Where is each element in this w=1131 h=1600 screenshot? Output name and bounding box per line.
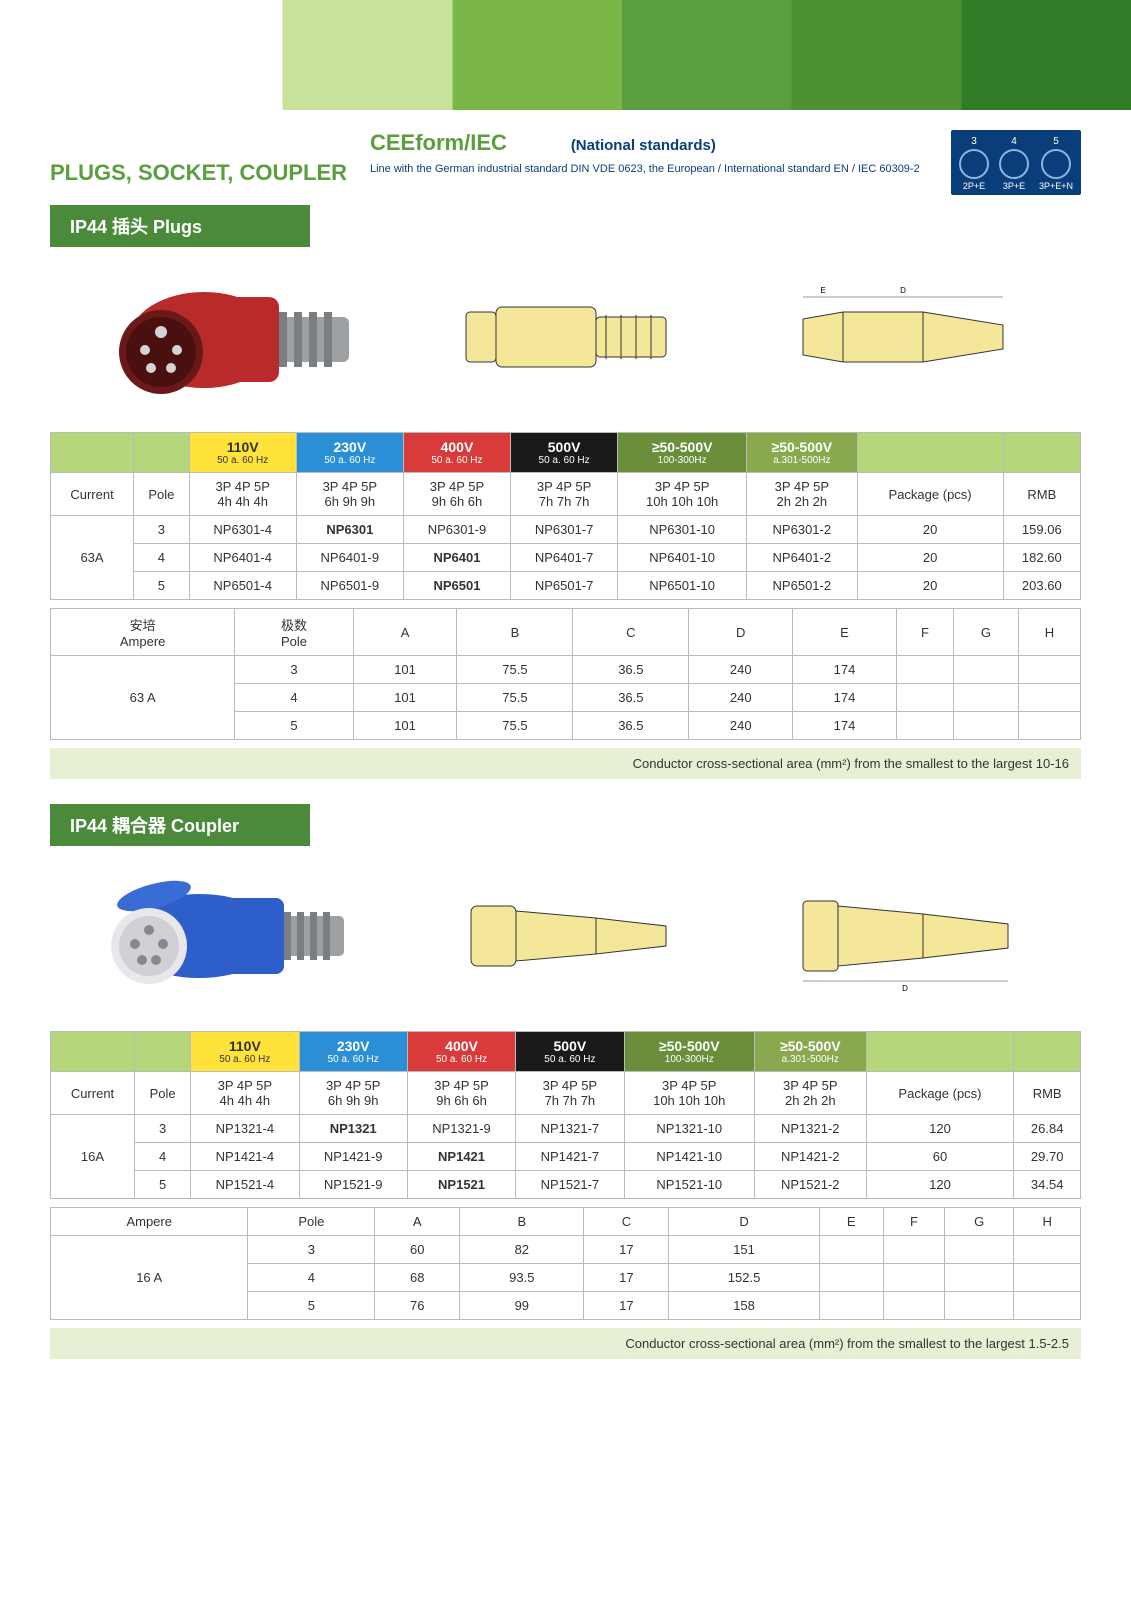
svg-text:E: E bbox=[820, 286, 825, 295]
top-color-bar bbox=[0, 0, 1131, 110]
ceeform-label: CEEform/IEC bbox=[370, 130, 507, 156]
svg-text:D: D bbox=[902, 984, 908, 993]
pin-config-item: 53P+E+N bbox=[1039, 136, 1073, 191]
plug-photo bbox=[89, 257, 369, 417]
plug-tech-drawing-2: D E bbox=[783, 277, 1043, 397]
plugs-note: Conductor cross-sectional area (mm²) fro… bbox=[50, 748, 1081, 779]
standards-subline: Line with the German industrial standard… bbox=[370, 162, 931, 177]
coupler-tech-drawing-1 bbox=[446, 876, 706, 996]
plugs-dimensions-table: 安培 Ampere极数 PoleABCDEFGH63 A310175.536.5… bbox=[50, 608, 1081, 740]
page-title: PLUGS, SOCKET, COUPLER bbox=[50, 160, 350, 186]
plugs-partnumber-table: 110V50 a. 60 Hz230V50 a. 60 Hz400V50 a. … bbox=[50, 432, 1081, 600]
header-row: PLUGS, SOCKET, COUPLER CEEform/IEC (Nati… bbox=[0, 130, 1131, 195]
header-center: CEEform/IEC (National standards) Line wi… bbox=[370, 130, 931, 177]
pin-config-item: 32P+E bbox=[959, 136, 989, 191]
plug-tech-drawing-1 bbox=[446, 277, 706, 397]
plugs-section-bar: IP44 插头 Plugs bbox=[50, 205, 310, 247]
svg-text:D: D bbox=[900, 286, 906, 295]
coupler-product-row: D bbox=[0, 846, 1131, 1031]
pin-config-item: 43P+E bbox=[999, 136, 1029, 191]
coupler-section-bar: IP44 耦合器 Coupler bbox=[50, 804, 310, 846]
coupler-partnumber-table: 110V50 a. 60 Hz230V50 a. 60 Hz400V50 a. … bbox=[50, 1031, 1081, 1199]
coupler-dimensions-table: AmperePoleABCDEFGH16 A360821715146893.51… bbox=[50, 1207, 1081, 1320]
pin-config-badge: 32P+E 43P+E 53P+E+N bbox=[951, 130, 1081, 195]
national-label: (National standards) bbox=[571, 137, 716, 154]
coupler-tech-drawing-2: D bbox=[783, 876, 1043, 996]
coupler-note: Conductor cross-sectional area (mm²) fro… bbox=[50, 1328, 1081, 1359]
coupler-photo bbox=[89, 856, 369, 1016]
plugs-product-row: D E bbox=[0, 247, 1131, 432]
